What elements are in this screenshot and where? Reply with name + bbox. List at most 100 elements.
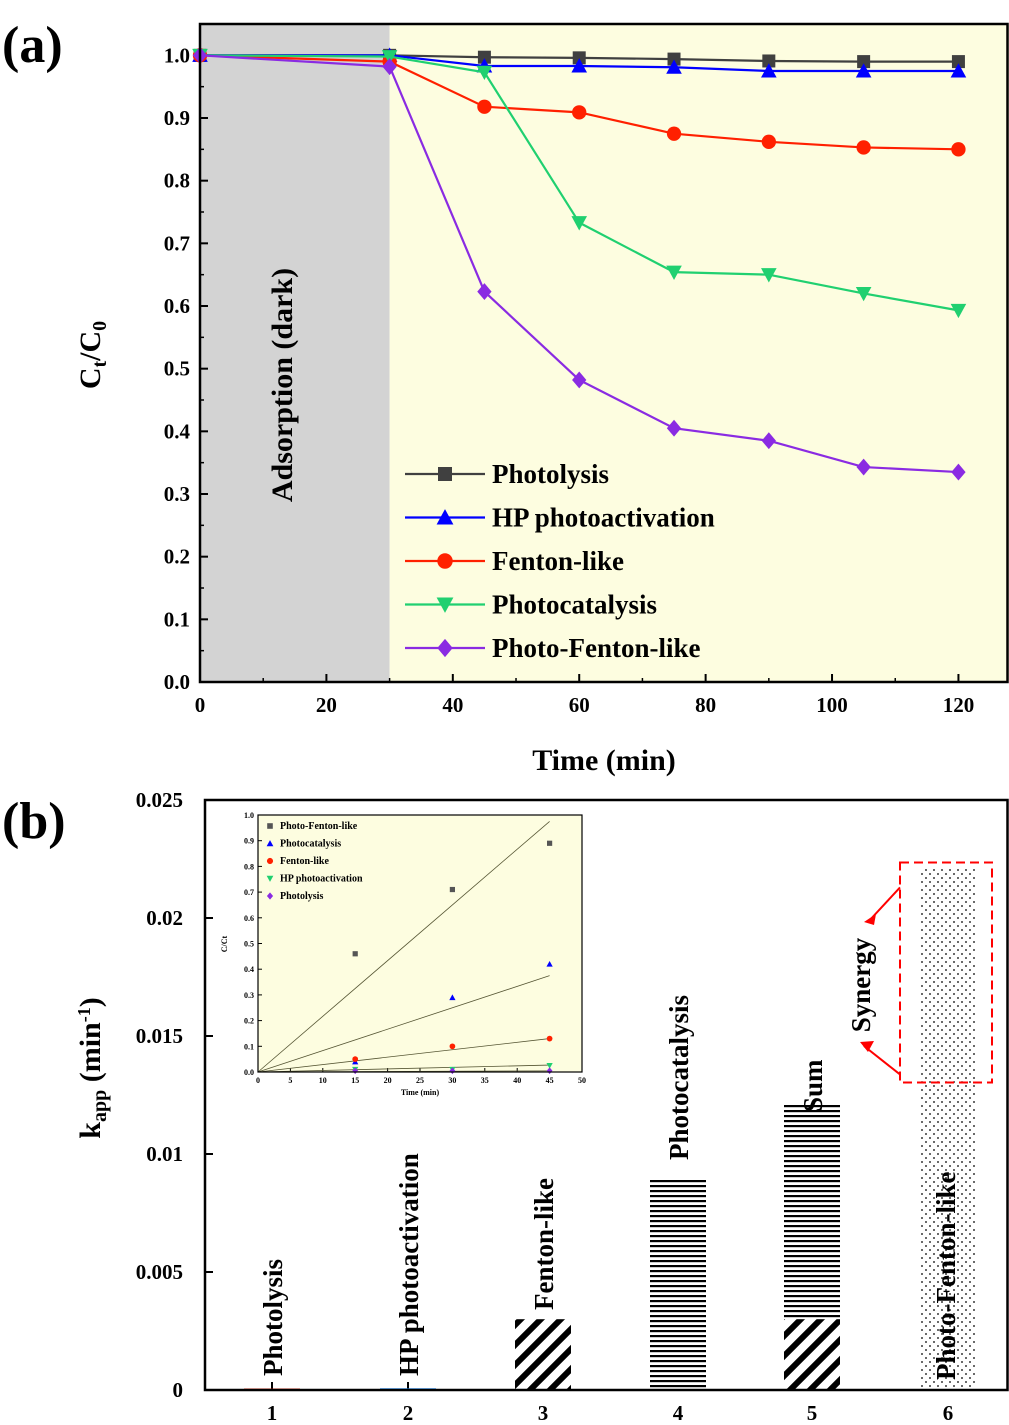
- adsorption-region-label: Adsorption (dark): [266, 268, 299, 502]
- y-tick-label: 0.025: [136, 788, 183, 812]
- x-tick-label: 100: [816, 693, 848, 717]
- y-title-sub-0: 0: [89, 321, 111, 331]
- series-line-photo-fenton-like: [199, 54, 959, 474]
- y-tick-label: 0.6: [164, 294, 190, 318]
- y-tick-label: 0.015: [136, 1024, 183, 1048]
- inset-y-axis-title: C/Ct: [220, 935, 229, 952]
- y-title-c: C: [74, 368, 107, 390]
- data-point: [571, 216, 588, 231]
- y-tick-label: 0.3: [164, 482, 190, 506]
- inset-legend-marker: [266, 875, 274, 882]
- synergy-box: [899, 861, 993, 1084]
- inset-legend-marker: [266, 892, 274, 900]
- inset-data-point: [449, 1043, 456, 1050]
- data-point: [951, 463, 966, 481]
- data-point: [572, 371, 587, 389]
- inset-x-tick-label: 45: [546, 1076, 554, 1085]
- data-point: [857, 55, 871, 69]
- bar-label: Sum: [798, 1059, 828, 1112]
- inset-data-point: [449, 886, 455, 893]
- inset-legend-label: Photo-Fenton-like: [280, 821, 358, 832]
- x-tick-label: 3: [538, 1401, 549, 1425]
- inset-legend-marker: [267, 823, 273, 829]
- panel-b-bars: [244, 868, 976, 1390]
- inset-background: [258, 815, 582, 1072]
- x-tick-label: 80: [695, 693, 716, 717]
- data-point: [761, 268, 777, 283]
- y-tick-label: 0.8: [164, 169, 190, 193]
- data-point: [856, 140, 871, 155]
- bar-label: Fenton-like: [529, 1178, 559, 1310]
- y-tick-label: 0.02: [146, 906, 183, 930]
- inset-fit-line: [257, 1038, 550, 1073]
- data-point: [666, 126, 682, 141]
- series-line-fenton-like: [199, 54, 959, 151]
- inset-chart: 0 5 10 15 20 25 30 35 40 45 50 0.0 0.1 0.2 0.3 0.4 0.5 0.…: [244, 811, 586, 1085]
- inset-data-point: [546, 1035, 553, 1042]
- data-point: [666, 419, 682, 437]
- data-point: [572, 105, 587, 120]
- bar-sum-fenton-part: [784, 1319, 840, 1390]
- data-point: [855, 63, 872, 78]
- inset-y-tick-label: 0.4: [244, 965, 254, 974]
- legend-label: Photo-Fenton-like: [492, 633, 701, 663]
- inset-fit-line: [257, 821, 550, 1073]
- data-point: [476, 65, 493, 81]
- panel-a-legend: Photolysis HP photoactivation Fenton-like P…: [405, 459, 715, 663]
- y-title-slash-c: /C: [74, 331, 107, 362]
- inset-data-point: [546, 1062, 553, 1069]
- inset-y-tick-label: 1.0: [244, 811, 254, 820]
- inset-x-tick-label: 5: [288, 1076, 292, 1085]
- inset-x-tick-label: 35: [481, 1076, 489, 1085]
- y-tick-label: 0.9: [164, 106, 190, 130]
- data-point: [762, 54, 776, 68]
- inset-fit-line: [257, 975, 550, 1073]
- x-tick-label: 60: [569, 693, 590, 717]
- inset-data-point: [449, 994, 456, 1001]
- inset-legend: Photo-Fenton-like Photocatalysis Fenton-li…: [266, 821, 363, 902]
- synergy-arrowhead-bottom: [860, 1041, 874, 1052]
- data-point: [855, 286, 872, 302]
- inset-data-point: [352, 1067, 359, 1075]
- k-unit-close: ): [74, 997, 107, 1007]
- panel-b-frame: [203, 798, 1009, 1392]
- panel-a-x-axis-title: Time (min): [532, 744, 676, 777]
- dark-region: [200, 24, 390, 682]
- k-unit: (min: [74, 1022, 107, 1090]
- legend-label: Fenton-like: [492, 546, 624, 576]
- inset-legend-marker: [266, 857, 274, 865]
- legend-marker: [437, 553, 453, 569]
- y-tick-label: 0.2: [164, 545, 190, 569]
- synergy-annotation: Synergy: [846, 861, 993, 1084]
- x-tick-label: 40: [442, 693, 463, 717]
- synergy-arrowhead-top: [864, 914, 876, 925]
- inset-x-tick-label: 0: [256, 1076, 260, 1085]
- inset-frame: [257, 814, 583, 1073]
- data-point: [761, 63, 777, 78]
- inset-data-point: [352, 951, 358, 957]
- inset-data-point: [449, 1067, 456, 1075]
- panel-a-y-axis-title: Ct/C0: [74, 321, 111, 389]
- inset-x-tick-label: 15: [351, 1076, 359, 1085]
- x-tick-label: 6: [943, 1401, 954, 1425]
- panel-b-label: (b): [2, 793, 66, 850]
- panel-b-y-axis-title: kapp (min-1): [74, 997, 111, 1138]
- data-point: [761, 134, 776, 149]
- legend-label: Photocatalysis: [492, 590, 657, 620]
- inset-x-tick-label: 25: [416, 1076, 424, 1085]
- inset-x-axis-title: Time (min): [401, 1088, 440, 1097]
- k-sub-app: app: [89, 1090, 111, 1122]
- bar-photocatalysis: [650, 1179, 706, 1390]
- data-point: [856, 458, 871, 476]
- data-point: [477, 50, 491, 64]
- bar-fenton-like: [515, 1319, 571, 1390]
- k-unit-sup: -1: [74, 1007, 94, 1022]
- inset-x-tick-label: 20: [384, 1076, 392, 1085]
- x-tick-label: 2: [403, 1401, 414, 1425]
- bar-label: HP photoactivation: [394, 1153, 424, 1376]
- inset-legend-label: Photocatalysis: [280, 839, 341, 850]
- data-point: [761, 432, 776, 450]
- synergy-arrow-bottom: [863, 1045, 901, 1076]
- series-line-photocatalysis: [199, 54, 959, 312]
